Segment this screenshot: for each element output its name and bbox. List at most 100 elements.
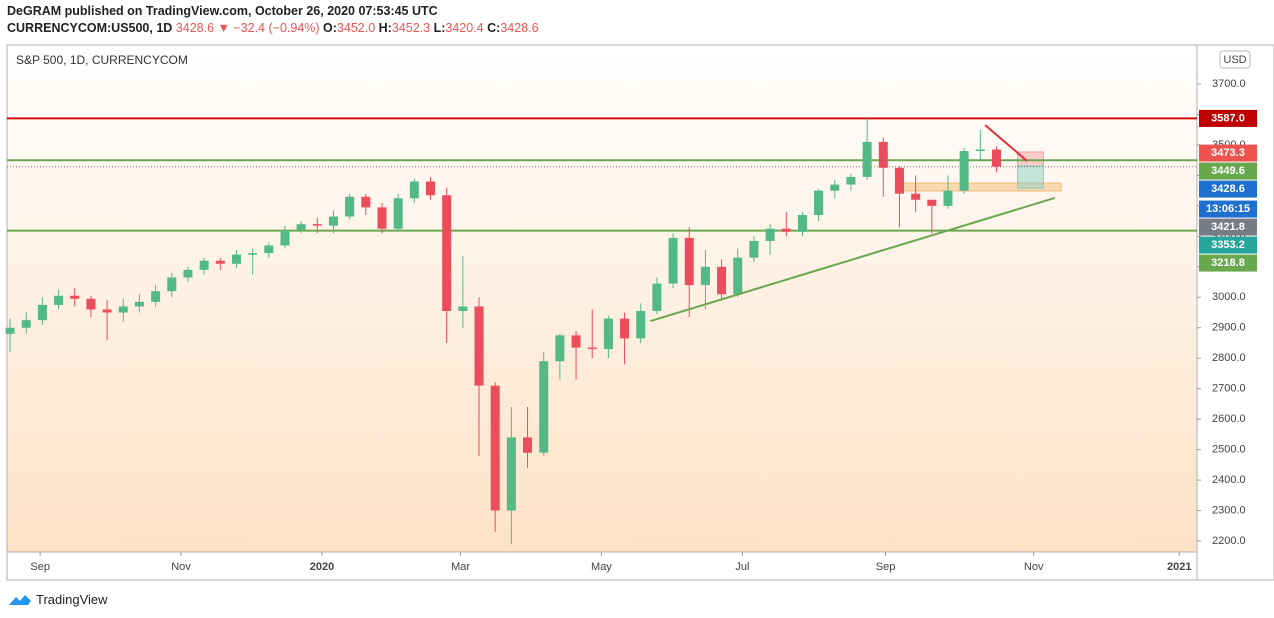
candle-body: [183, 269, 193, 278]
candle-body: [215, 260, 225, 264]
candle-body: [991, 149, 1001, 167]
x-tick-label: Sep: [30, 561, 50, 573]
frame: [6, 44, 1274, 581]
candle-body: [523, 437, 533, 453]
currency: USD: [1223, 54, 1246, 66]
y-tick-label: 2200.0: [1212, 535, 1246, 547]
candle-body: [959, 151, 969, 191]
price-label: 3473.3: [1211, 147, 1245, 159]
chart: S&P 500, 1D, CURRENCYCOM USD 2200.0 2300.…: [5, 44, 1274, 581]
symbol: CURRENCYCOM:US500, 1D: [7, 21, 173, 35]
candle-body: [749, 240, 759, 258]
candle-body: [765, 228, 775, 241]
ohlc-line: CURRENCYCOM:US500, 1D 3428.6 ▼ −32.4 (−0…: [7, 21, 539, 35]
candle-body: [377, 207, 387, 229]
publish-line: DeGRAM published on TradingView.com, Oct…: [7, 4, 438, 18]
x-tick-label: Mar: [451, 561, 470, 573]
candle-body: [37, 304, 47, 321]
candle-body: [345, 196, 355, 217]
price-label: 3421.8: [1211, 221, 1245, 233]
candle-body: [5, 327, 15, 334]
logo: [9, 594, 31, 605]
candle-body: [571, 335, 581, 348]
currency-box[interactable]: [1219, 50, 1251, 69]
y-tick-label: 2300.0: [1212, 504, 1246, 516]
y-tick-label: 2600.0: [1212, 413, 1246, 425]
candle-body: [668, 237, 678, 284]
candle-body: [248, 253, 258, 255]
candle-body: [312, 224, 322, 226]
c: 3428.6: [500, 21, 539, 35]
change: −32.4 (−0.94%): [233, 21, 320, 35]
candle-body: [328, 216, 338, 226]
x-tick-label: 2020: [310, 561, 334, 573]
candle-body: [151, 291, 161, 302]
chart-title: S&P 500, 1D, CURRENCYCOM: [16, 53, 188, 67]
plot-bg: [7, 45, 1197, 552]
y-tick-label: 3700.0: [1212, 78, 1246, 90]
candle-body: [943, 190, 953, 206]
candle-body: [199, 260, 209, 270]
candle-body: [426, 181, 436, 196]
y-tick-label: 3000.0: [1212, 291, 1246, 303]
candle-body: [652, 283, 662, 311]
candle-body: [636, 310, 646, 339]
x-tick-label: Sep: [876, 561, 896, 573]
price-label-box: [1199, 144, 1257, 162]
o: 3452.0: [336, 21, 376, 35]
candle-body: [102, 309, 112, 313]
last: 3428.6: [175, 21, 215, 35]
price-label: 3353.2: [1211, 239, 1245, 251]
price-label-box: [1199, 218, 1257, 236]
candle-body: [733, 257, 743, 295]
candle-body: [21, 320, 31, 328]
countdown: 13:06:15: [1206, 203, 1250, 215]
candle-body: [555, 335, 565, 362]
brand: TradingView: [36, 592, 108, 607]
candle-body: [231, 254, 241, 264]
candle-body: [684, 237, 694, 286]
candle-body: [975, 149, 985, 152]
candle-body: [878, 141, 888, 168]
candle-body: [458, 306, 468, 311]
trend-line: [984, 124, 1028, 162]
l: 3420.4: [445, 21, 484, 35]
candle-body: [506, 437, 516, 511]
y-tick-label: 2400.0: [1212, 474, 1246, 486]
candle-body: [393, 198, 403, 229]
candle-body: [118, 306, 128, 313]
candle-body: [280, 230, 290, 246]
candle-body: [830, 184, 840, 191]
candle-body: [700, 266, 710, 286]
candle-body: [264, 245, 274, 254]
price-label: 3428.6: [1211, 183, 1245, 195]
publish-text: DeGRAM published on TradingView.com, Oct…: [7, 4, 438, 18]
candle-body: [862, 141, 872, 177]
price-label-box: [1199, 162, 1257, 180]
candle-body: [409, 181, 419, 199]
y-tick-label: 2900.0: [1212, 322, 1246, 334]
arrow: ▼: [217, 21, 230, 35]
zone-box: [1017, 151, 1044, 167]
h: 3452.3: [391, 21, 431, 35]
candle-body: [474, 306, 484, 386]
candle-body: [587, 347, 597, 350]
candle-body: [490, 385, 500, 511]
candle-body: [781, 228, 791, 232]
x-tick-label: May: [591, 561, 612, 573]
candle-body: [927, 199, 937, 206]
price-label: 3449.6: [1211, 165, 1245, 177]
candle-body: [539, 361, 549, 453]
h-label: H:: [378, 21, 392, 35]
candle-body: [361, 196, 371, 208]
c-label: C:: [487, 21, 501, 35]
footer: TradingView: [8, 592, 108, 607]
candle-body: [70, 295, 80, 299]
candle-body: [814, 190, 824, 216]
price-label: 3218.8: [1211, 257, 1245, 269]
candle-body: [603, 318, 613, 350]
x-tick-label: Nov: [1024, 561, 1044, 573]
price-label-box: [1199, 109, 1257, 127]
x-tick-label: Jul: [735, 561, 749, 573]
